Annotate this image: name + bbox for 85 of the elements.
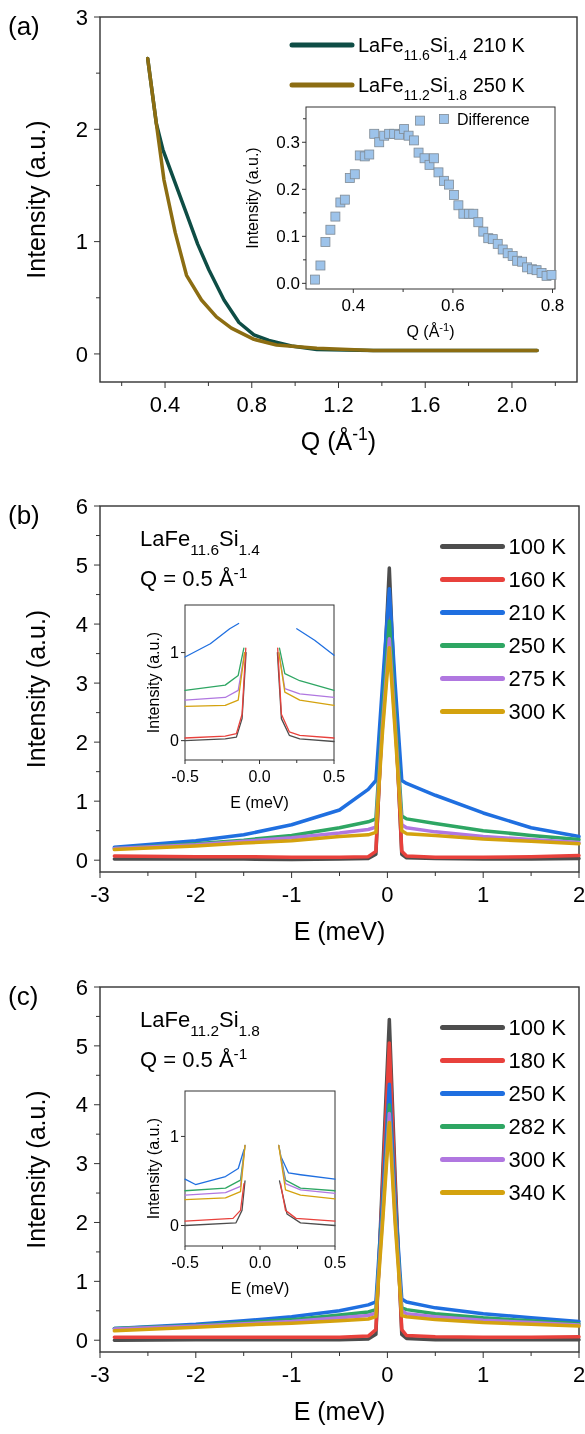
y-axis-title: Intensity (a.u.) [22, 1090, 50, 1249]
y-tick-label: 0 [170, 732, 180, 750]
x-tick-label: 1.2 [323, 392, 354, 417]
x-tick-label: 0.0 [248, 768, 271, 785]
x-tick-label: 1.6 [409, 392, 441, 417]
x-tick-label: 1 [477, 1362, 490, 1387]
legend-label: 340 K [508, 1180, 567, 1206]
legend-label: 100 K [508, 534, 567, 560]
y-tick-label: 2 [75, 729, 88, 755]
x-axis-title: E (meV) [293, 1397, 386, 1425]
x-tick-label: 0.5 [323, 1254, 347, 1271]
x-tick-label: 0.4 [149, 392, 181, 417]
x-tick-label: -0.5 [171, 768, 199, 785]
x-tick-label: 0.8 [540, 296, 565, 315]
y-tick-label: 4 [75, 611, 88, 637]
y-tick-label: 2 [75, 1210, 88, 1236]
y-tick-label: 0 [75, 341, 88, 367]
x-axis-title: Q (Å$^{-1}$) [300, 424, 377, 455]
y-tick-label: 3 [75, 4, 88, 30]
x-axis-title: E (meV) [230, 794, 289, 811]
y-tick-label: 0 [170, 1217, 180, 1235]
y-tick-label: 5 [75, 552, 88, 578]
x-axis-title: Q (Å$^{-1}$) [406, 321, 455, 340]
y-tick-label: 6 [75, 493, 88, 519]
y-tick-label: 5 [75, 1033, 88, 1059]
chart-title: (c) [8, 981, 39, 1011]
y-tick-label: 3 [75, 670, 88, 696]
y-tick-label: 2 [75, 117, 88, 143]
x-tick-label: 2.0 [496, 392, 528, 417]
annotation: LaFe$_{11.2}$Si$_{1.8}$ [140, 1007, 260, 1039]
annotation: Q = 0.5 Å$^{-1}$ [140, 1044, 248, 1072]
x-tick-label: 1 [477, 882, 490, 907]
y-tick-label: 1 [75, 229, 88, 255]
x-tick-label: -2 [186, 882, 206, 907]
x-tick-label: -1 [281, 882, 302, 907]
y-tick-label: 0 [75, 1327, 88, 1353]
legend-label: 250 K [508, 1081, 567, 1107]
legend-label: 100 K [508, 1015, 567, 1041]
legend-label: 300 K [508, 699, 567, 725]
x-tick-label: -3 [90, 882, 110, 907]
legend-label: LaFe$_{11.6}$Si$_{1.4}$ 210 K [358, 34, 526, 63]
legend-label: 210 K [508, 600, 567, 626]
y-tick-label: 0.0 [276, 274, 300, 294]
x-tick-label: -0.5 [171, 1254, 199, 1271]
y-axis-title: Intensity (a.u.) [145, 1117, 162, 1220]
legend-label: 282 K [508, 1114, 567, 1140]
y-tick-label: 0 [75, 847, 88, 873]
y-axis-title: Intensity (a.u.) [22, 609, 50, 769]
legend-label: LaFe$_{11.2}$Si$_{1.8}$ 250 K [358, 74, 526, 103]
y-tick-label: 3 [75, 1151, 88, 1177]
x-tick-label: 0 [381, 1362, 394, 1387]
x-axis-title: E (meV) [230, 1280, 290, 1297]
legend-label: 250 K [508, 633, 567, 659]
x-tick-label: 2 [572, 882, 585, 907]
x-tick-label: 0.6 [441, 296, 465, 315]
x-tick-label: 0.4 [341, 296, 366, 315]
chart-title: (a) [8, 11, 40, 41]
y-tick-label: 1 [75, 788, 88, 814]
y-tick-label: 1 [170, 1128, 180, 1146]
y-axis-title: Intensity (a.u.) [145, 631, 162, 734]
legend-label: 300 K [508, 1147, 567, 1173]
legend-label: 160 K [508, 567, 567, 593]
legend-label: 180 K [508, 1048, 567, 1074]
x-tick-label: 0.8 [236, 392, 268, 417]
y-tick-label: 0.1 [276, 227, 300, 247]
annotation: Q = 0.5 Å$^{-1}$ [140, 563, 248, 591]
y-tick-label: 0.2 [276, 180, 300, 200]
x-tick-label: 2 [572, 1362, 585, 1387]
x-tick-label: 0.0 [248, 1254, 272, 1271]
x-axis-title: E (meV) [293, 917, 386, 945]
y-axis-title: Intensity (a.u.) [22, 120, 50, 279]
x-tick-label: -1 [281, 1362, 302, 1387]
x-tick-label: -3 [90, 1362, 110, 1387]
y-tick-label: 4 [75, 1092, 88, 1118]
x-tick-label: -2 [186, 1362, 206, 1387]
annotation: LaFe$_{11.6}$Si$_{1.4}$ [140, 526, 261, 558]
y-tick-label: 0.3 [276, 133, 300, 153]
chart-title: (b) [8, 500, 40, 530]
x-tick-label: 0.5 [322, 768, 346, 785]
legend-label: 275 K [508, 666, 567, 692]
y-axis-title: Intensity (a.u.) [244, 147, 261, 249]
x-tick-label: 0 [381, 882, 394, 907]
y-tick-label: 1 [170, 644, 180, 662]
legend-label: Difference [457, 110, 530, 128]
y-tick-label: 6 [75, 974, 88, 1000]
